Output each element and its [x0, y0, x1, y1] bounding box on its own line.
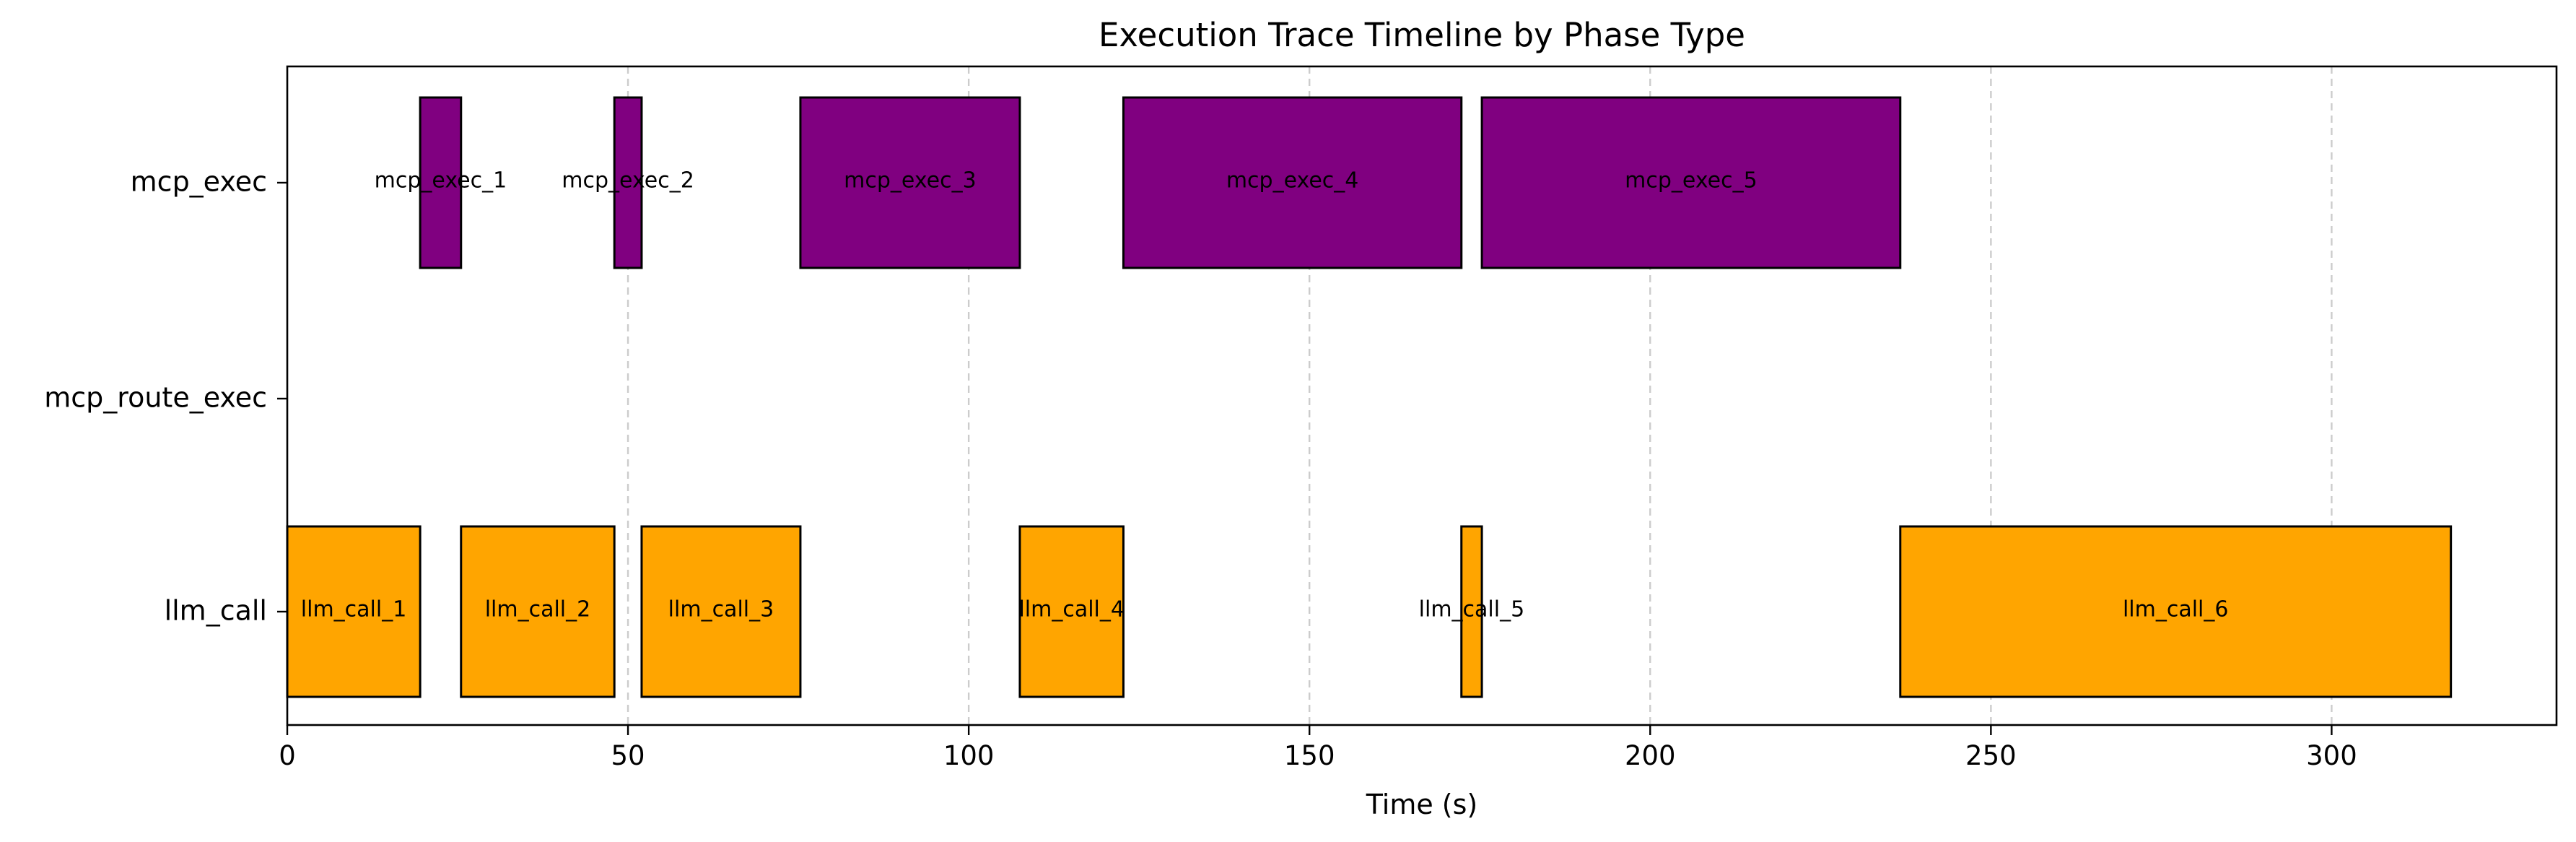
bar-label-llm-call-2: llm_call_2 — [485, 597, 591, 622]
bar-mcp-exec-4 — [1122, 96, 1463, 269]
bars-layer — [286, 96, 2453, 698]
x-tick-label: 50 — [611, 740, 645, 771]
bar-label-llm-call-1: llm_call_1 — [301, 597, 407, 622]
bar-labels-layer: mcp_exec_1 mcp_exec_2 mcp_exec_3 mcp_exec_4… — [301, 168, 2229, 622]
bar-label-llm-call-6: llm_call_6 — [2123, 597, 2229, 622]
x-tick-label: 100 — [943, 740, 995, 771]
bar-label-llm-call-4: llm_call_4 — [1018, 597, 1125, 622]
bar-label-llm-call-3: llm_call_3 — [668, 597, 774, 622]
bar-llm-call-1 — [286, 525, 422, 698]
bar-llm-call-2 — [460, 525, 616, 698]
y-tick-label: mcp_exec — [131, 166, 267, 198]
bar-label-mcp-exec-1: mcp_exec_1 — [375, 168, 507, 194]
bar-label-mcp-exec-5: mcp_exec_5 — [1625, 168, 1758, 194]
bar-mcp-exec-1 — [419, 96, 463, 269]
plot-frame — [286, 65, 2558, 726]
chart-title: Execution Trace Timeline by Phase Type — [1099, 16, 1745, 54]
x-tick-label: 250 — [1965, 740, 2017, 771]
bar-mcp-exec-3 — [799, 96, 1021, 269]
bar-label-llm-call-5: llm_call_5 — [1419, 597, 1525, 622]
bar-label-mcp-exec-2: mcp_exec_2 — [562, 168, 694, 194]
y-tick-label: mcp_route_exec — [44, 382, 267, 414]
y-tick-label: llm_call — [165, 595, 267, 627]
bar-mcp-exec-5 — [1480, 96, 1902, 269]
bar-llm-call-5 — [1460, 525, 1483, 698]
bar-llm-call-3 — [640, 525, 802, 698]
bar-llm-call-4 — [1018, 525, 1125, 698]
bar-llm-call-6 — [1899, 525, 2453, 698]
bar-label-mcp-exec-3: mcp_exec_3 — [844, 168, 977, 194]
x-tick-label: 300 — [2306, 740, 2357, 771]
bar-label-mcp-exec-4: mcp_exec_4 — [1226, 168, 1359, 194]
bar-mcp-exec-2 — [613, 96, 643, 269]
x-axis-label: Time (s) — [1366, 789, 1478, 820]
x-tick-label: 0 — [279, 740, 296, 771]
x-axis: 0 50 100 150 200 250 300 — [279, 725, 2357, 771]
x-tick-label: 200 — [1625, 740, 1676, 771]
x-tick-label: 150 — [1284, 740, 1335, 771]
y-axis: llm_call mcp_route_exec mcp_exec — [44, 166, 287, 627]
